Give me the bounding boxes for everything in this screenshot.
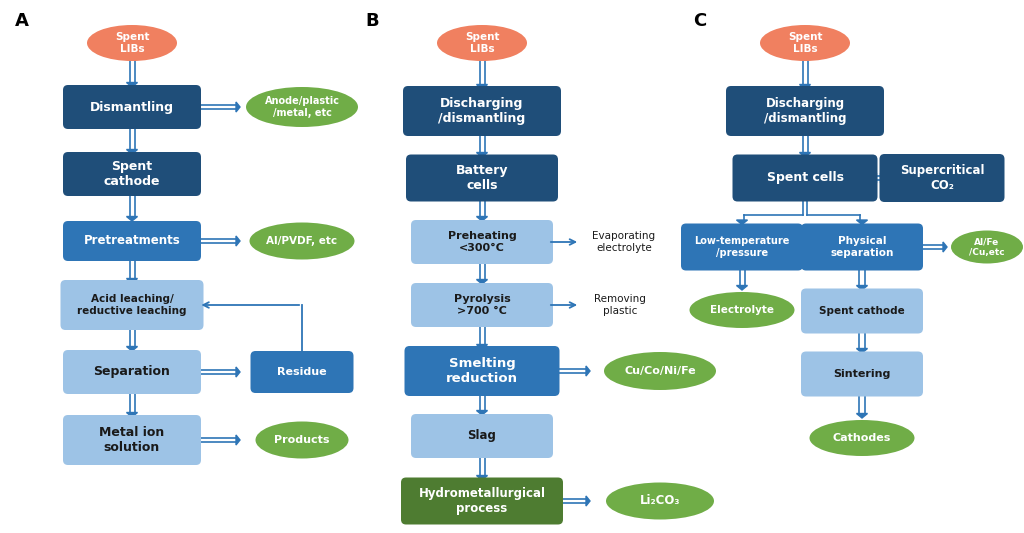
Ellipse shape xyxy=(760,25,850,61)
Ellipse shape xyxy=(437,25,527,61)
Text: Spent
LIBs: Spent LIBs xyxy=(115,32,150,54)
Text: Dismantling: Dismantling xyxy=(90,101,174,114)
Polygon shape xyxy=(127,83,137,87)
FancyBboxPatch shape xyxy=(251,351,353,393)
Ellipse shape xyxy=(689,292,795,328)
Polygon shape xyxy=(881,173,885,183)
Text: Pretreatments: Pretreatments xyxy=(84,235,180,247)
Ellipse shape xyxy=(246,87,358,127)
Polygon shape xyxy=(236,236,240,246)
Text: Slag: Slag xyxy=(468,430,497,442)
Polygon shape xyxy=(236,367,240,377)
FancyBboxPatch shape xyxy=(801,223,923,271)
Text: Electrolyte: Electrolyte xyxy=(710,305,774,315)
FancyBboxPatch shape xyxy=(880,154,1005,202)
Polygon shape xyxy=(476,344,487,349)
Polygon shape xyxy=(872,173,877,183)
Polygon shape xyxy=(476,152,487,157)
FancyBboxPatch shape xyxy=(403,86,561,136)
Polygon shape xyxy=(856,414,867,418)
Text: Supercritical
CO₂: Supercritical CO₂ xyxy=(900,164,984,192)
Polygon shape xyxy=(476,475,487,480)
Text: Metal ion
solution: Metal ion solution xyxy=(99,426,165,454)
Text: Pyrolysis
>700 °C: Pyrolysis >700 °C xyxy=(454,294,510,316)
Polygon shape xyxy=(800,152,811,157)
Text: Evaporating
electrolyte: Evaporating electrolyte xyxy=(593,231,655,253)
FancyBboxPatch shape xyxy=(411,220,553,264)
FancyBboxPatch shape xyxy=(732,155,878,201)
Text: Separation: Separation xyxy=(93,366,170,378)
FancyBboxPatch shape xyxy=(801,351,923,397)
Text: Removing
plastic: Removing plastic xyxy=(594,294,646,316)
Text: Cathodes: Cathodes xyxy=(833,433,891,443)
Text: Al/PVDF, etc: Al/PVDF, etc xyxy=(266,236,338,246)
Polygon shape xyxy=(236,102,240,112)
Text: Spent cathode: Spent cathode xyxy=(819,306,905,316)
Ellipse shape xyxy=(951,230,1023,263)
FancyBboxPatch shape xyxy=(63,350,201,394)
Text: Smelting
reduction: Smelting reduction xyxy=(446,357,518,385)
Polygon shape xyxy=(127,413,137,417)
FancyBboxPatch shape xyxy=(726,86,884,136)
Polygon shape xyxy=(127,346,137,351)
Polygon shape xyxy=(476,410,487,415)
Polygon shape xyxy=(586,366,590,376)
Ellipse shape xyxy=(810,420,914,456)
FancyBboxPatch shape xyxy=(404,346,559,396)
Polygon shape xyxy=(856,286,867,290)
Text: Spent
LIBs: Spent LIBs xyxy=(465,32,500,54)
Text: Cu/Co/Ni/Fe: Cu/Co/Ni/Fe xyxy=(625,366,696,376)
Text: B: B xyxy=(366,12,379,30)
FancyBboxPatch shape xyxy=(63,221,201,261)
Text: Spent
cathode: Spent cathode xyxy=(103,160,160,188)
Polygon shape xyxy=(586,496,590,506)
Polygon shape xyxy=(856,220,867,224)
Ellipse shape xyxy=(606,482,714,520)
Text: A: A xyxy=(15,12,29,30)
Text: Li₂CO₃: Li₂CO₃ xyxy=(640,495,680,507)
FancyBboxPatch shape xyxy=(681,223,803,271)
FancyBboxPatch shape xyxy=(411,283,553,327)
Text: Discharging
/dismantling: Discharging /dismantling xyxy=(764,97,846,125)
Text: Acid leaching/
reductive leaching: Acid leaching/ reductive leaching xyxy=(77,294,186,316)
FancyBboxPatch shape xyxy=(63,85,201,129)
Polygon shape xyxy=(476,279,487,284)
FancyBboxPatch shape xyxy=(60,280,204,330)
Text: Low-temperature
/pressure: Low-temperature /pressure xyxy=(694,236,790,258)
Text: Anode/plastic
/metal, etc: Anode/plastic /metal, etc xyxy=(264,96,340,118)
Text: Sintering: Sintering xyxy=(834,369,891,379)
Text: Battery
cells: Battery cells xyxy=(456,164,508,192)
Text: Spent
LIBs: Spent LIBs xyxy=(787,32,822,54)
Polygon shape xyxy=(127,279,137,283)
Polygon shape xyxy=(800,85,811,89)
Polygon shape xyxy=(127,216,137,221)
Polygon shape xyxy=(736,286,748,290)
Polygon shape xyxy=(476,216,487,221)
Polygon shape xyxy=(736,220,748,224)
Ellipse shape xyxy=(87,25,177,61)
Text: Al/Fe
/Cu,etc: Al/Fe /Cu,etc xyxy=(969,237,1005,257)
Ellipse shape xyxy=(604,352,716,390)
Text: Spent cells: Spent cells xyxy=(767,172,844,184)
Text: Physical
separation: Physical separation xyxy=(830,236,894,258)
FancyBboxPatch shape xyxy=(401,478,563,524)
Text: Products: Products xyxy=(274,435,330,445)
FancyBboxPatch shape xyxy=(63,415,201,465)
Text: Preheating
<300°C: Preheating <300°C xyxy=(447,231,516,253)
FancyBboxPatch shape xyxy=(406,155,558,201)
Polygon shape xyxy=(236,435,240,445)
Polygon shape xyxy=(943,242,947,252)
FancyBboxPatch shape xyxy=(63,152,201,196)
FancyBboxPatch shape xyxy=(411,414,553,458)
Ellipse shape xyxy=(256,422,348,458)
Text: Residue: Residue xyxy=(278,367,327,377)
FancyBboxPatch shape xyxy=(801,288,923,334)
Text: Discharging
/dismantling: Discharging /dismantling xyxy=(438,97,525,125)
Polygon shape xyxy=(856,349,867,353)
Text: Hydrometallurgical
process: Hydrometallurgical process xyxy=(419,487,546,515)
Polygon shape xyxy=(127,149,137,154)
Polygon shape xyxy=(476,85,487,89)
Ellipse shape xyxy=(250,222,354,260)
Text: C: C xyxy=(693,12,707,30)
